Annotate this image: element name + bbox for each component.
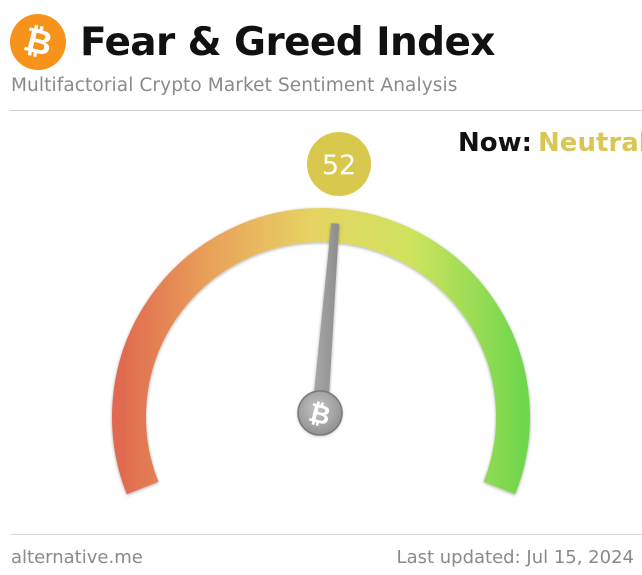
status-value: Neutral: [538, 128, 642, 158]
gauge-arc: [112, 208, 530, 495]
needle-hub-ring: [297, 390, 343, 436]
footer-divider: [10, 534, 642, 535]
gauge-needle: [312, 223, 340, 414]
header: ₿ Fear & Greed Index: [4, 8, 495, 76]
needle-pointer: [312, 223, 340, 414]
last-updated: Last updated: Jul 15, 2024: [396, 547, 634, 568]
value-bubble: [307, 132, 371, 196]
status-label: Now:: [458, 128, 533, 158]
page-title: Fear & Greed Index: [80, 19, 495, 65]
page-subtitle: Multifactorial Crypto Market Sentiment A…: [11, 75, 458, 96]
gauge-value: 52: [322, 150, 356, 181]
needle-hub: [298, 391, 342, 435]
source-link[interactable]: alternative.me: [11, 547, 143, 568]
status-readout: Now: Neutral: [458, 130, 642, 156]
header-divider: [10, 110, 642, 111]
